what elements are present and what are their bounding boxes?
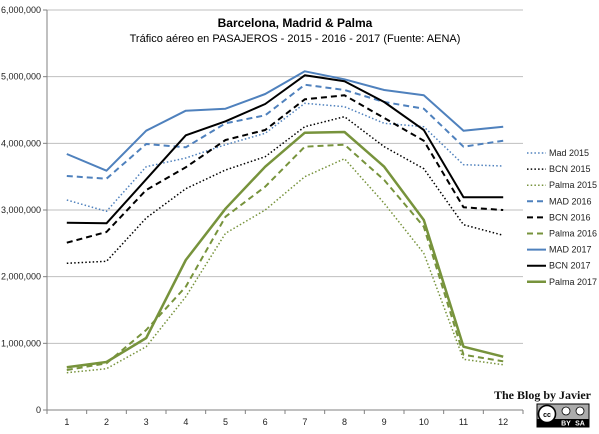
chart-subtitle: Tráfico aéreo en PASAJEROS - 2015 - 2016… xyxy=(130,33,461,45)
x-tick-label: 4 xyxy=(183,417,188,427)
legend: Mad 2015 BCN 2015 Palma 2015 MAD 2016 BCN 20… xyxy=(527,148,597,287)
series-line-mad-2016 xyxy=(66,83,504,180)
legend-label-bcn-2017: BCN 2017 xyxy=(549,261,591,271)
y-tick-label: 6,000,000 xyxy=(1,5,41,15)
y-tick-label: 0 xyxy=(36,405,41,415)
series-line-mad-2017 xyxy=(66,70,504,172)
x-tick-label: 3 xyxy=(144,417,149,427)
x-tick-label: 10 xyxy=(419,417,429,427)
legend-label-mad-2015: Mad 2015 xyxy=(549,148,589,158)
x-tick-label: 9 xyxy=(382,417,387,427)
x-tick-label: 5 xyxy=(223,417,228,427)
legend-label-palma-2017: Palma 2017 xyxy=(549,277,597,287)
y-tick-labels: 0 1,000,000 2,000,000 3,000,000 4,000,000 5,0… xyxy=(1,5,41,415)
x-tick-label: 11 xyxy=(459,417,468,427)
chart-title: Barcelona, Madrid & Palma xyxy=(218,16,373,30)
legend-label-mad-2016: MAD 2016 xyxy=(549,196,592,206)
cc-icon xyxy=(537,404,557,424)
legend-label-bcn-2016: BCN 2016 xyxy=(549,212,591,222)
x-tick-label: 7 xyxy=(302,417,307,427)
y-tick-label: 5,000,000 xyxy=(1,72,41,82)
series-line-bcn-2016 xyxy=(66,94,504,244)
legend-label-mad-2017: MAD 2017 xyxy=(549,245,592,255)
x-tick-label: 8 xyxy=(342,417,347,427)
series-line-bcn-2015 xyxy=(66,115,504,265)
legend-label-palma-2016: Palma 2016 xyxy=(549,229,597,239)
cc-icon-label: cc xyxy=(543,412,551,419)
by-label: BY xyxy=(561,421,571,428)
watermark-text: The Blog by Javier xyxy=(494,388,592,402)
x-tick-label: 1 xyxy=(64,417,69,427)
cc-license-badge: cc BY SA xyxy=(536,403,590,428)
series-lines xyxy=(66,70,504,374)
series-line-palma-2017 xyxy=(66,130,504,369)
by-icon xyxy=(561,406,571,416)
x-tick-label: 2 xyxy=(104,417,109,427)
legend-label-bcn-2015: BCN 2015 xyxy=(549,164,591,174)
y-tick-label: 4,000,000 xyxy=(1,138,41,148)
sa-icon xyxy=(575,406,585,416)
cc-badge-bottom xyxy=(537,419,589,427)
x-tick-labels: 1 2 3 4 5 6 7 8 9 10 11 12 xyxy=(64,417,508,427)
axes xyxy=(43,9,524,414)
y-tick-label: 2,000,000 xyxy=(1,272,41,282)
y-tick-label: 1,000,000 xyxy=(1,338,41,348)
legend-label-palma-2015: Palma 2015 xyxy=(549,180,597,190)
series-line-palma-2016 xyxy=(66,143,504,371)
x-tick-label: 12 xyxy=(498,417,508,427)
sa-label: SA xyxy=(575,421,585,428)
series-line-bcn-2017 xyxy=(66,74,504,225)
y-tick-label: 3,000,000 xyxy=(1,205,41,215)
x-tick-label: 6 xyxy=(263,417,268,427)
series-line-palma-2015 xyxy=(66,157,504,374)
